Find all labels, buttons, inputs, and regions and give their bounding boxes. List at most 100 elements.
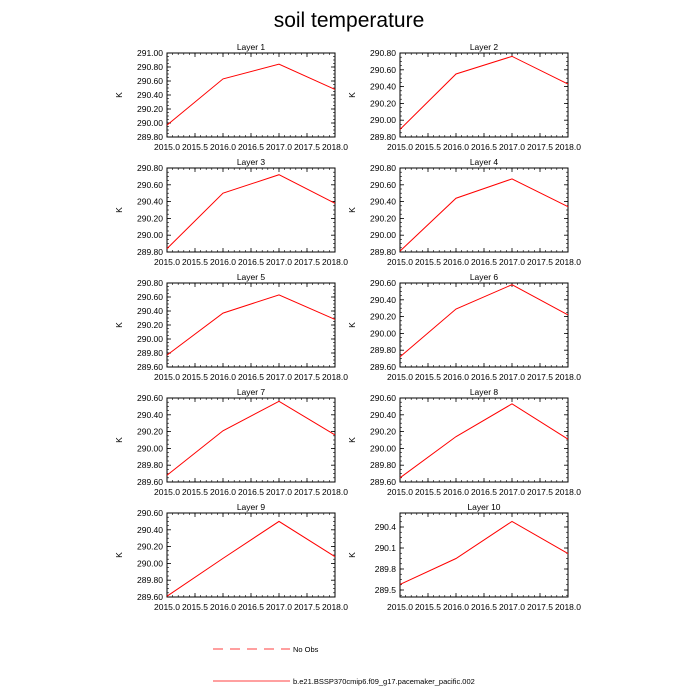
x-tick-label: 2015.5 [415, 142, 441, 152]
x-tick-label: 2016.0 [210, 372, 236, 382]
y-tick-label: 289.80 [137, 575, 163, 585]
y-tick-label: 290.20 [370, 98, 396, 108]
y-tick-label: 290.40 [137, 306, 163, 316]
panel-title: Layer 7 [237, 387, 266, 397]
y-tick-label: 289.80 [370, 460, 396, 470]
x-tick-label: 2016.5 [238, 257, 264, 267]
figure-title: soil temperature [274, 9, 425, 32]
y-tick-label: 290.80 [370, 48, 396, 58]
y-tick-label: 290.60 [370, 180, 396, 190]
panel-title: Layer 8 [470, 387, 499, 397]
y-tick-label: 290.20 [137, 427, 163, 437]
panel-title: Layer 3 [237, 157, 266, 167]
x-tick-label: 2017.5 [527, 142, 553, 152]
x-tick-label: 2018.0 [322, 142, 348, 152]
y-tick-label: 290.20 [137, 104, 163, 114]
y-axis-label: K [347, 322, 357, 328]
x-tick-label: 2017.0 [266, 142, 292, 152]
y-tick-label: 290.00 [137, 443, 163, 453]
x-tick-label: 2016.0 [210, 602, 236, 612]
series-line-layer-4 [399, 178, 569, 252]
y-tick-label: 289.80 [370, 345, 396, 355]
x-tick-label: 2015.0 [154, 257, 180, 267]
y-tick-label: 290.20 [137, 542, 163, 552]
y-tick-label: 290.60 [137, 76, 163, 86]
y-tick-label: 290.4 [375, 522, 397, 532]
series-line-layer-9 [166, 520, 336, 597]
x-tick-label: 2015.5 [415, 487, 441, 497]
x-tick-label: 2016.0 [443, 372, 469, 382]
y-tick-label: 289.60 [137, 477, 163, 487]
x-tick-label: 2015.0 [387, 487, 413, 497]
plot-frame [399, 282, 569, 368]
x-tick-label: 2017.0 [499, 372, 525, 382]
y-tick-label: 290.20 [370, 427, 396, 437]
x-tick-label: 2016.5 [471, 372, 497, 382]
y-tick-label: 290.60 [370, 393, 396, 403]
x-tick-label: 2016.0 [443, 257, 469, 267]
y-tick-label: 290.60 [137, 393, 163, 403]
x-tick-label: 2016.5 [238, 487, 264, 497]
x-tick-label: 2018.0 [322, 487, 348, 497]
plot-frame [399, 512, 569, 598]
y-tick-label: 290.80 [370, 163, 396, 173]
series-line-layer-3 [166, 174, 336, 249]
y-tick-label: 290.00 [137, 558, 163, 568]
x-tick-label: 2017.0 [266, 602, 292, 612]
x-tick-label: 2015.5 [182, 257, 208, 267]
x-tick-label: 2017.0 [266, 257, 292, 267]
x-tick-label: 2015.5 [182, 602, 208, 612]
plot-frame [399, 167, 569, 253]
series-line-layer-5 [166, 294, 336, 356]
plot-frame [166, 282, 336, 368]
x-tick-label: 2017.5 [294, 602, 320, 612]
y-tick-label: 290.00 [370, 443, 396, 453]
y-tick-label: 291.00 [137, 48, 163, 58]
y-tick-label: 290.60 [137, 292, 163, 302]
y-tick-label: 289.80 [137, 460, 163, 470]
y-axis-label: K [347, 552, 357, 558]
legend-label-run: b.e21.BSSP370cmip6.f09_g17.pacemaker_pac… [293, 677, 475, 686]
x-tick-label: 2018.0 [322, 372, 348, 382]
x-tick-label: 2017.0 [499, 257, 525, 267]
panel-title: Layer 5 [237, 272, 266, 282]
x-tick-label: 2015.5 [182, 142, 208, 152]
plot-frame [166, 52, 336, 138]
y-axis-label: K [114, 207, 124, 213]
y-tick-label: 289.60 [137, 592, 163, 602]
y-tick-label: 289.80 [137, 247, 163, 257]
x-tick-label: 2018.0 [555, 142, 581, 152]
y-tick-label: 289.60 [370, 477, 396, 487]
x-tick-label: 2016.5 [471, 487, 497, 497]
x-tick-label: 2017.5 [294, 487, 320, 497]
x-tick-label: 2016.0 [210, 487, 236, 497]
y-tick-label: 289.80 [370, 247, 396, 257]
y-tick-label: 290.00 [370, 115, 396, 125]
y-tick-label: 290.40 [370, 197, 396, 207]
x-tick-label: 2015.0 [387, 257, 413, 267]
y-axis-label: K [114, 322, 124, 328]
x-tick-label: 2016.5 [471, 142, 497, 152]
y-tick-label: 289.60 [137, 362, 163, 372]
series-line-layer-7 [166, 400, 336, 476]
x-tick-label: 2017.0 [499, 487, 525, 497]
x-tick-label: 2018.0 [555, 257, 581, 267]
plot-frame [166, 397, 336, 483]
y-tick-label: 290.40 [137, 525, 163, 535]
legend-label-no-obs: No Obs [293, 645, 319, 654]
y-tick-label: 290.80 [137, 62, 163, 72]
series-line-layer-6 [399, 284, 569, 358]
x-tick-label: 2016.0 [443, 602, 469, 612]
x-tick-label: 2018.0 [555, 487, 581, 497]
y-axis-label: K [114, 92, 124, 98]
series-line-layer-2 [399, 55, 569, 130]
y-axis-label: K [114, 552, 124, 558]
y-tick-label: 289.80 [137, 348, 163, 358]
x-tick-label: 2016.0 [210, 142, 236, 152]
x-tick-label: 2015.0 [387, 602, 413, 612]
y-tick-label: 290.20 [370, 312, 396, 322]
